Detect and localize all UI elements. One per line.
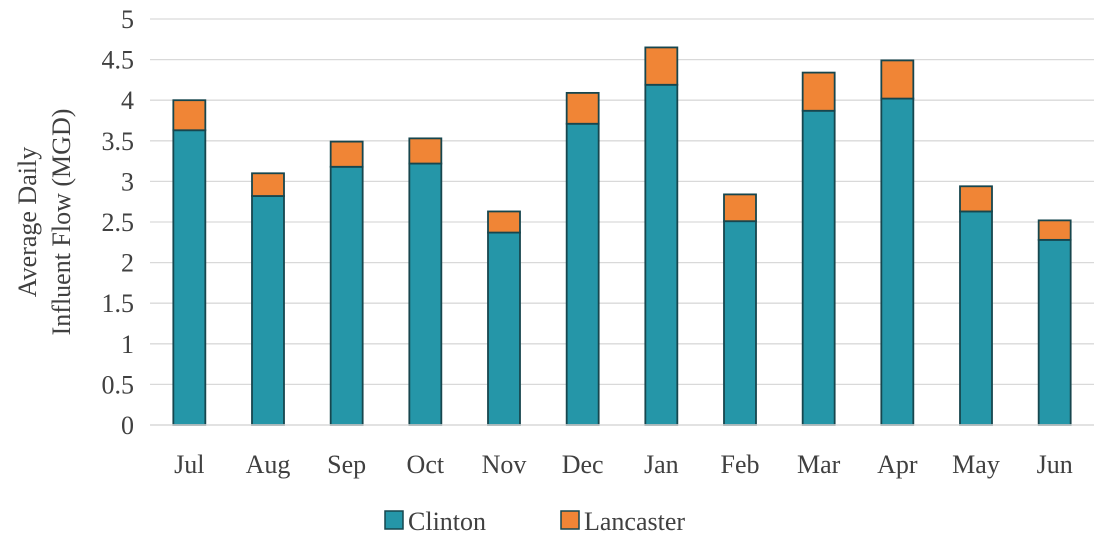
bar-clinton-apr	[880, 97, 915, 426]
bar-lancaster-jul	[172, 99, 207, 132]
y-tick-label: 2.5	[102, 208, 135, 237]
x-tick-label-nov: Nov	[482, 450, 527, 479]
bar-clinton-aug	[251, 195, 285, 426]
bar-lancaster-oct	[408, 137, 443, 165]
bar-clinton-sep	[329, 165, 364, 426]
bar-lancaster-aug	[251, 172, 285, 197]
bar-lancaster-dec	[565, 91, 600, 125]
y-axis-title-line-2: Influent Flow (MGD)	[47, 109, 76, 336]
x-tick-label-apr: Apr	[877, 450, 918, 479]
legend-swatch-lancaster	[560, 510, 580, 530]
bar-clinton-jan	[644, 83, 679, 426]
bar-lancaster-mar	[801, 71, 836, 112]
bar-clinton-mar	[801, 109, 836, 426]
legend-label-clinton: Clinton	[408, 507, 486, 536]
x-tick-label-feb: Feb	[721, 450, 760, 479]
x-tick-label-jun: Jun	[1037, 450, 1073, 479]
legend: Clinton Lancaster	[384, 507, 685, 536]
x-tick-label-jan: Jan	[644, 450, 679, 479]
y-tick-label: 4.5	[102, 46, 135, 75]
x-tick-label-mar: Mar	[797, 450, 841, 479]
legend-swatch-clinton	[384, 510, 404, 530]
x-tick-label-aug: Aug	[246, 450, 291, 479]
y-tick-label: 0.5	[102, 370, 135, 399]
bar-lancaster-apr	[880, 59, 915, 100]
bar-lancaster-jun	[1037, 219, 1072, 241]
bar-clinton-nov	[487, 231, 521, 426]
y-tick-label: 3	[121, 167, 134, 196]
legend-item-lancaster: Lancaster	[560, 507, 685, 536]
y-tick-label: 3.5	[102, 127, 135, 156]
bars	[172, 46, 1072, 426]
legend-label-lancaster: Lancaster	[584, 507, 685, 536]
bar-clinton-oct	[408, 162, 443, 426]
y-tick-labels: 0 0.5 1 1.5 2 2.5 3 3.5 4 4.5 5	[102, 5, 135, 440]
y-tick-label: 1.5	[102, 289, 135, 318]
x-tick-labels: Jul Aug Sep Oct Nov Dec Jan Feb Mar Apr May Jun	[174, 450, 1073, 479]
bar-clinton-jul	[172, 129, 207, 426]
x-tick-label-sep: Sep	[327, 450, 366, 479]
x-tick-label-may: May	[952, 450, 1000, 479]
bar-clinton-dec	[565, 122, 600, 426]
y-tick-label: 4	[121, 86, 134, 115]
x-tick-label-dec: Dec	[562, 450, 604, 479]
y-tick-label: 0	[121, 411, 134, 440]
gridlines	[150, 18, 1094, 386]
bar-lancaster-feb	[723, 193, 757, 223]
legend-item-clinton: Clinton	[384, 507, 486, 536]
y-tick-label: 5	[121, 5, 134, 34]
y-axis-title: Average Daily Influent Flow (MGD)	[13, 109, 76, 336]
y-axis-title-line-1: Average Daily	[13, 147, 42, 297]
bar-lancaster-nov	[487, 210, 521, 234]
y-tick-label: 2	[121, 249, 134, 278]
x-tick-label-oct: Oct	[407, 450, 445, 479]
bar-clinton-jun	[1037, 238, 1072, 426]
bar-clinton-feb	[723, 220, 757, 426]
x-tick-label-jul: Jul	[174, 450, 204, 479]
bar-lancaster-sep	[329, 140, 364, 168]
y-tick-label: 1	[121, 330, 134, 359]
bar-lancaster-may	[959, 185, 993, 213]
bar-lancaster-jan	[644, 46, 679, 86]
bar-clinton-may	[959, 210, 993, 426]
